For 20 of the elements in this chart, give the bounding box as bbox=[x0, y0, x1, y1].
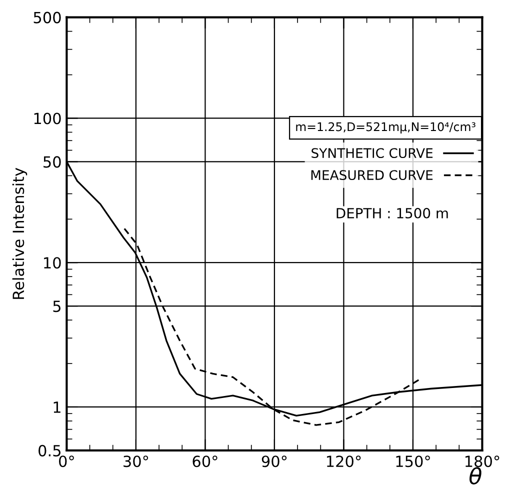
y-tick-label: 10 bbox=[44, 257, 61, 269]
x-tick-label: 30° bbox=[124, 456, 148, 468]
annotation: DEPTH : 1500 m bbox=[336, 208, 448, 218]
y-axis-title: Relative Intensity bbox=[12, 168, 28, 299]
legend-label: SYNTHETIC CURVE bbox=[312, 148, 433, 158]
legend-label: MEASURED CURVE bbox=[311, 170, 433, 180]
annotation: m=1.25,D=521mμ,N=10⁴/cm³ bbox=[296, 122, 476, 134]
x-tick-label: 120° bbox=[326, 456, 361, 468]
x-tick-label: 0° bbox=[59, 456, 74, 468]
y-tick-label: 1 bbox=[54, 402, 60, 413]
y-tick-label: 100 bbox=[34, 112, 61, 124]
x-tick-label: 180° bbox=[466, 456, 500, 468]
x-axis-title: θ bbox=[470, 467, 482, 484]
x-tick-label: 150° bbox=[396, 456, 430, 468]
y-tick-label: 500 bbox=[34, 12, 61, 24]
x-tick-label: 90° bbox=[262, 456, 287, 468]
y-tick-label: 0.5 bbox=[38, 444, 60, 456]
y-tick-label: 50 bbox=[44, 156, 61, 168]
y-tick-label: 5 bbox=[53, 300, 60, 312]
x-tick-label: 60° bbox=[192, 456, 218, 468]
